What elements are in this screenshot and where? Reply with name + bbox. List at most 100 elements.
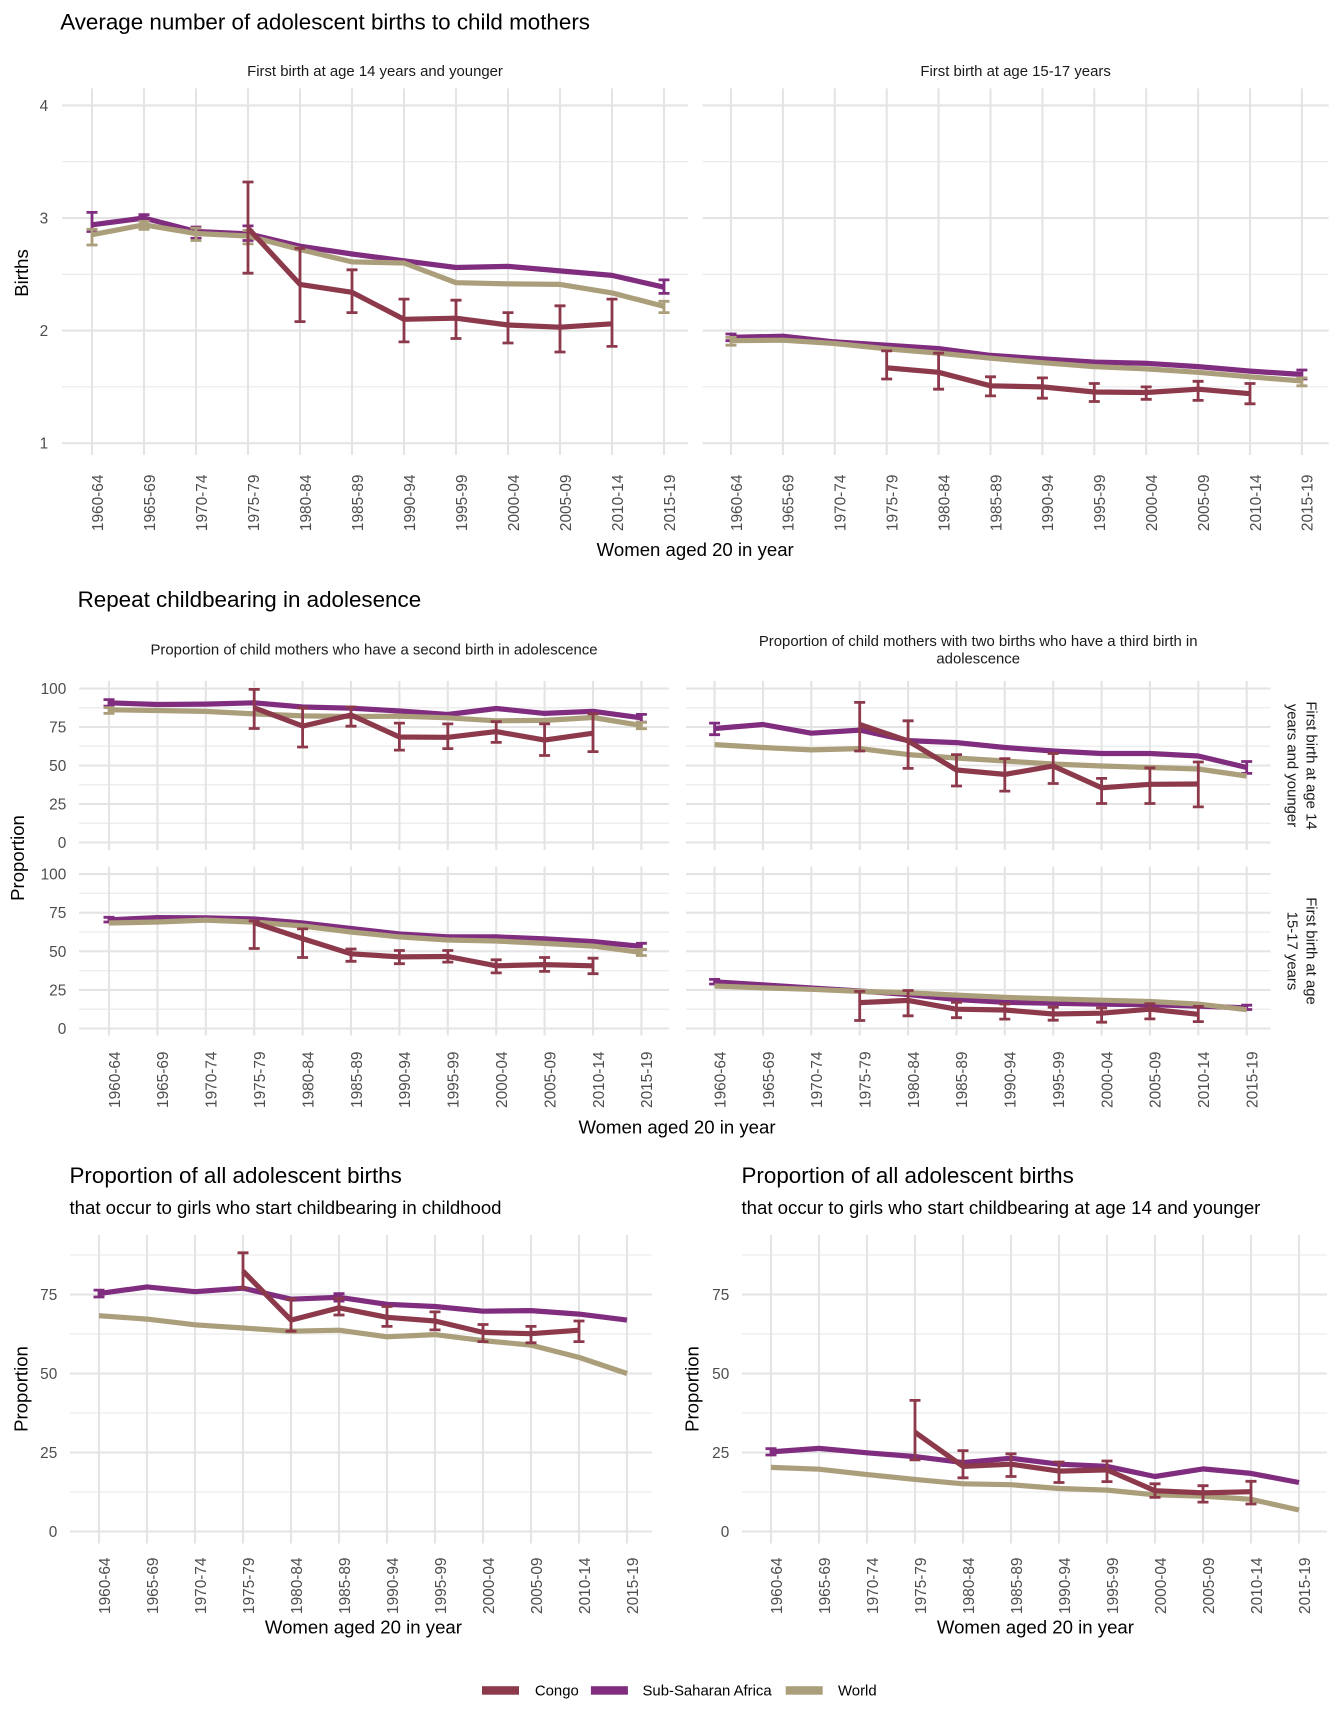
svg-text:4: 4 (40, 98, 49, 115)
svg-text:2015-19: 2015-19 (662, 475, 679, 531)
svg-text:15-17 years: 15-17 years (1284, 912, 1300, 991)
svg-text:Average number of adolescent b: Average number of adolescent births to c… (60, 10, 590, 35)
svg-text:1980-84: 1980-84 (289, 1557, 306, 1614)
svg-text:years and younger: years and younger (1284, 704, 1300, 827)
svg-text:2005-09: 2005-09 (1148, 1052, 1165, 1108)
svg-text:50: 50 (49, 944, 66, 961)
svg-text:25: 25 (712, 1445, 729, 1462)
svg-text:100: 100 (41, 867, 67, 884)
svg-text:2010-14: 2010-14 (591, 1051, 608, 1108)
svg-text:2010-14: 2010-14 (1249, 1557, 1266, 1614)
svg-text:First birth at age: First birth at age (1302, 897, 1318, 1005)
svg-text:1995-99: 1995-99 (1051, 1052, 1068, 1108)
svg-text:1970-74: 1970-74 (833, 474, 850, 531)
svg-text:Women aged 20 in year: Women aged 20 in year (597, 539, 794, 560)
svg-text:1990-94: 1990-94 (1003, 1051, 1020, 1108)
svg-text:100: 100 (41, 681, 67, 698)
svg-text:1995-99: 1995-99 (446, 1052, 463, 1108)
svg-text:2015-19: 2015-19 (1245, 1052, 1262, 1108)
svg-text:2015-19: 2015-19 (625, 1558, 642, 1614)
svg-text:1985-89: 1985-89 (988, 475, 1005, 531)
svg-text:1985-89: 1985-89 (954, 1052, 971, 1108)
svg-text:Proportion: Proportion (681, 1346, 702, 1432)
svg-text:First birth at age 14 years an: First birth at age 14 years and younger (247, 64, 503, 80)
svg-text:Women aged 20 in year: Women aged 20 in year (937, 1617, 1134, 1638)
svg-text:2005-09: 2005-09 (558, 475, 575, 531)
svg-text:75: 75 (49, 720, 66, 737)
svg-text:50: 50 (40, 1366, 57, 1383)
svg-text:1995-99: 1995-99 (1105, 1558, 1122, 1614)
svg-text:1975-79: 1975-79 (241, 1558, 258, 1614)
svg-text:2005-09: 2005-09 (1196, 475, 1213, 531)
svg-text:0: 0 (58, 1021, 67, 1038)
svg-text:3: 3 (40, 211, 49, 228)
svg-text:75: 75 (712, 1287, 729, 1304)
svg-text:Repeat childbearing in adolese: Repeat childbearing in adolesence (78, 587, 422, 612)
svg-text:0: 0 (721, 1524, 730, 1541)
svg-text:0: 0 (58, 835, 67, 852)
svg-text:1: 1 (40, 436, 49, 453)
svg-text:1980-84: 1980-84 (936, 474, 953, 531)
svg-text:1965-69: 1965-69 (761, 1052, 778, 1108)
svg-text:1965-69: 1965-69 (781, 475, 798, 531)
svg-text:1980-84: 1980-84 (300, 1051, 317, 1108)
svg-text:that occur to girls who start: that occur to girls who start childbeari… (742, 1197, 1261, 1218)
svg-text:Proportion of child mothers wh: Proportion of child mothers who have a s… (151, 643, 598, 659)
svg-text:First birth at age 14: First birth at age 14 (1302, 701, 1318, 829)
svg-text:1975-79: 1975-79 (913, 1558, 930, 1614)
svg-text:1960-64: 1960-64 (712, 1051, 729, 1108)
svg-text:1975-79: 1975-79 (885, 475, 902, 531)
svg-text:1990-94: 1990-94 (402, 474, 419, 531)
svg-text:First birth at age 15-17 years: First birth at age 15-17 years (920, 64, 1110, 80)
svg-text:1965-69: 1965-69 (145, 1558, 162, 1614)
svg-text:1995-99: 1995-99 (454, 475, 471, 531)
svg-text:1965-69: 1965-69 (142, 475, 159, 531)
svg-text:1985-89: 1985-89 (1009, 1558, 1026, 1614)
svg-text:2015-19: 2015-19 (639, 1052, 656, 1108)
svg-text:1975-79: 1975-79 (858, 1052, 875, 1108)
svg-text:2000-04: 2000-04 (494, 1051, 511, 1108)
svg-text:0: 0 (49, 1524, 58, 1541)
svg-text:1970-74: 1970-74 (809, 1051, 826, 1108)
svg-text:1960-64: 1960-64 (90, 474, 107, 531)
svg-text:1990-94: 1990-94 (1057, 1557, 1074, 1614)
svg-text:1970-74: 1970-74 (865, 1557, 882, 1614)
svg-text:2: 2 (40, 323, 49, 340)
svg-text:2010-14: 2010-14 (577, 1557, 594, 1614)
svg-text:1965-69: 1965-69 (817, 1558, 834, 1614)
svg-text:Proportion: Proportion (7, 815, 28, 901)
svg-text:75: 75 (49, 905, 66, 922)
svg-text:1980-84: 1980-84 (961, 1557, 978, 1614)
svg-text:1960-64: 1960-64 (769, 1557, 786, 1614)
svg-text:World: World (838, 1683, 877, 1699)
svg-text:2000-04: 2000-04 (1144, 474, 1161, 531)
svg-text:1965-69: 1965-69 (155, 1052, 172, 1108)
svg-text:1995-99: 1995-99 (1092, 475, 1109, 531)
svg-text:50: 50 (712, 1366, 729, 1383)
svg-text:1990-94: 1990-94 (1040, 474, 1057, 531)
svg-text:2000-04: 2000-04 (1153, 1557, 1170, 1614)
svg-text:1980-84: 1980-84 (298, 474, 315, 531)
svg-text:Women aged 20 in year: Women aged 20 in year (265, 1617, 462, 1638)
svg-text:Births: Births (11, 249, 32, 297)
svg-text:50: 50 (49, 758, 66, 775)
svg-text:25: 25 (49, 982, 66, 999)
svg-text:2000-04: 2000-04 (1099, 1051, 1116, 1108)
svg-text:2010-14: 2010-14 (610, 474, 627, 531)
svg-text:Congo: Congo (535, 1683, 579, 1699)
svg-text:2000-04: 2000-04 (506, 474, 523, 531)
svg-text:2000-04: 2000-04 (481, 1557, 498, 1614)
svg-text:1980-84: 1980-84 (906, 1051, 923, 1108)
svg-text:2015-19: 2015-19 (1297, 1558, 1314, 1614)
svg-text:Proportion of child mothers wi: Proportion of child mothers with two bir… (759, 634, 1198, 650)
svg-text:1970-74: 1970-74 (194, 474, 211, 531)
svg-text:Women aged 20 in year: Women aged 20 in year (578, 1117, 775, 1138)
svg-text:1975-79: 1975-79 (246, 475, 263, 531)
svg-text:25: 25 (49, 797, 66, 814)
svg-text:that occur to girls who start: that occur to girls who start childbeari… (70, 1197, 502, 1218)
svg-text:2005-09: 2005-09 (529, 1558, 546, 1614)
svg-text:1960-64: 1960-64 (729, 474, 746, 531)
svg-text:1970-74: 1970-74 (193, 1557, 210, 1614)
svg-text:75: 75 (40, 1287, 57, 1304)
svg-text:1995-99: 1995-99 (433, 1558, 450, 1614)
